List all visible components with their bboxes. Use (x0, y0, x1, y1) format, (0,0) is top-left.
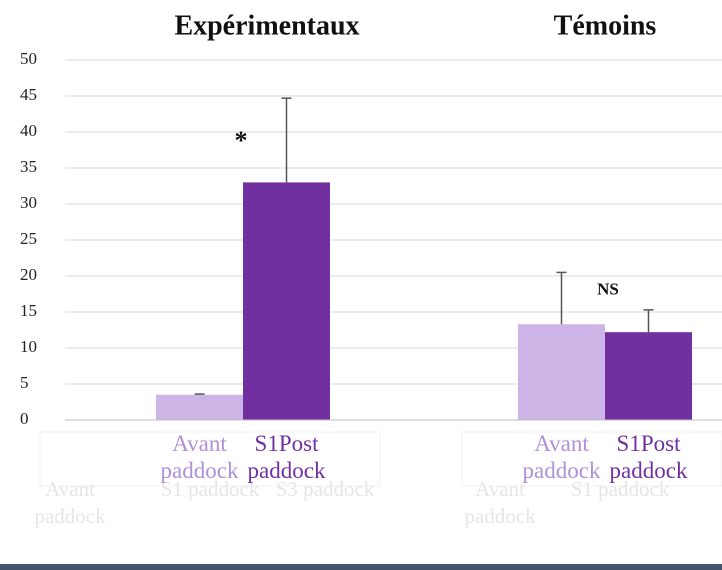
bottom-band (0, 564, 722, 570)
y-tick-label: 5 (20, 373, 29, 392)
y-tick-label: 15 (20, 301, 37, 320)
background-label: S3 paddock (275, 477, 375, 501)
series-label: S1Post paddock (247, 431, 326, 483)
y-tick-label: 40 (20, 121, 37, 140)
y-tick-label: 20 (20, 265, 37, 284)
y-tick-label: 50 (20, 49, 37, 68)
background-label: S1 paddock (570, 477, 670, 501)
series-label: Avant paddock (160, 431, 239, 483)
y-tick-label: 30 (20, 193, 37, 212)
bar (243, 182, 330, 420)
ghost-box (461, 431, 722, 487)
y-tick-label: 25 (20, 229, 37, 248)
group-title: Expérimentaux (174, 10, 359, 41)
background-label: Avant paddock (464, 477, 536, 528)
bar (156, 394, 243, 420)
y-tick-label: 0 (20, 409, 29, 428)
background-label: Avant paddock (34, 477, 106, 528)
y-tick-label: 45 (20, 85, 37, 104)
ghost-box (39, 431, 381, 487)
series-label: S1Post paddock (609, 431, 688, 483)
bar (605, 332, 692, 420)
background-label: S1 paddock (160, 477, 260, 501)
bar (518, 324, 605, 420)
annotation: * (235, 126, 248, 155)
y-tick-label: 35 (20, 157, 37, 176)
group-title: Témoins (554, 10, 657, 41)
series-label: Avant paddock (522, 431, 601, 483)
annotation: NS (597, 279, 619, 298)
y-tick-label: 10 (20, 337, 37, 356)
